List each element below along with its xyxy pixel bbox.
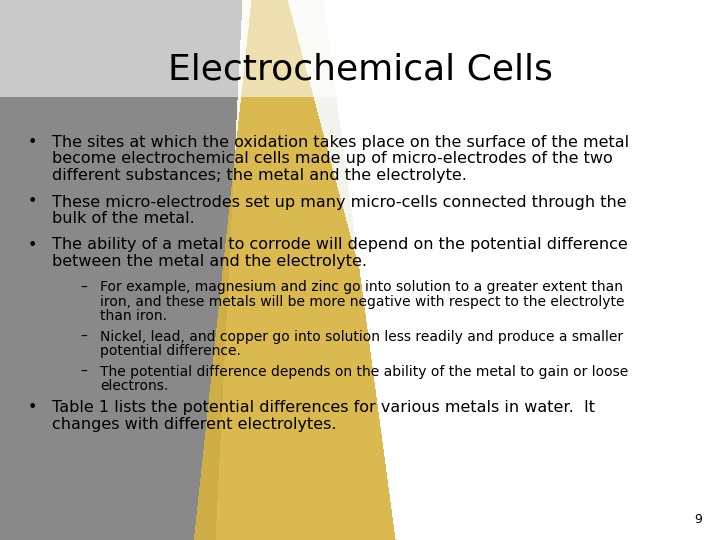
Text: changes with different electrolytes.: changes with different electrolytes. [52,416,336,431]
Text: become electrochemical cells made up of micro-electrodes of the two: become electrochemical cells made up of … [52,152,613,166]
Text: The potential difference depends on the ability of the metal to gain or loose: The potential difference depends on the … [100,365,629,379]
Text: Electrochemical Cells: Electrochemical Cells [168,52,552,86]
Text: –: – [80,280,87,294]
Text: •: • [28,135,37,150]
Text: –: – [80,330,87,344]
Text: Nickel, lead, and copper go into solution less readily and produce a smaller: Nickel, lead, and copper go into solutio… [100,330,623,344]
Text: bulk of the metal.: bulk of the metal. [52,211,194,226]
Text: potential difference.: potential difference. [100,345,241,359]
Text: •: • [28,238,37,253]
Text: iron, and these metals will be more negative with respect to the electrolyte: iron, and these metals will be more nega… [100,295,624,309]
Text: 9: 9 [694,513,702,526]
Text: than iron.: than iron. [100,309,167,323]
Text: •: • [28,194,37,210]
Text: These micro-electrodes set up many micro-cells connected through the: These micro-electrodes set up many micro… [52,194,626,210]
Text: different substances; the metal and the electrolyte.: different substances; the metal and the … [52,168,467,183]
Text: electrons.: electrons. [100,380,168,394]
Text: The sites at which the oxidation takes place on the surface of the metal: The sites at which the oxidation takes p… [52,135,629,150]
Text: For example, magnesium and zinc go into solution to a greater extent than: For example, magnesium and zinc go into … [100,280,623,294]
Bar [0,0,720,97]
Text: between the metal and the electrolyte.: between the metal and the electrolyte. [52,254,367,269]
Text: Table 1 lists the potential differences for various metals in water.  It: Table 1 lists the potential differences … [52,400,595,415]
Text: •: • [28,400,37,415]
Text: The ability of a metal to corrode will depend on the potential difference: The ability of a metal to corrode will d… [52,238,628,253]
Text: –: – [80,365,87,379]
